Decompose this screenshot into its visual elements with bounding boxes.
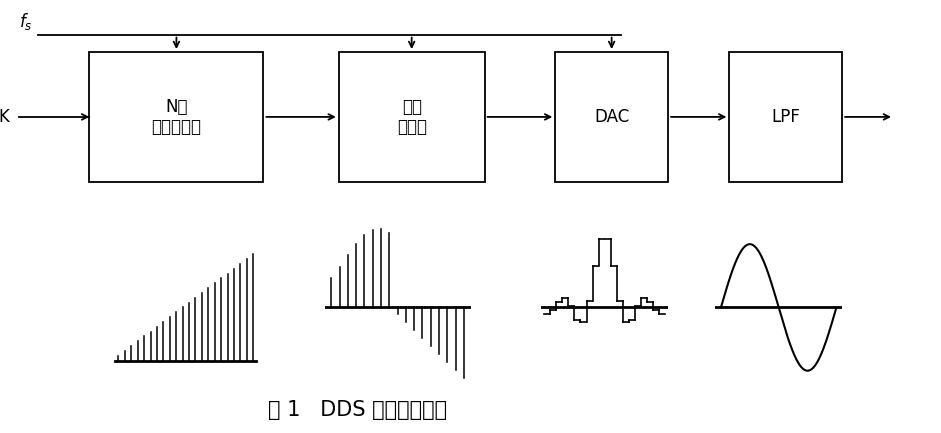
Text: 波形
存储器: 波形 存储器 xyxy=(397,97,426,136)
Text: $f_s$: $f_s$ xyxy=(19,12,33,32)
Bar xyxy=(339,52,485,182)
Bar xyxy=(89,52,263,182)
Text: K: K xyxy=(0,108,9,126)
Text: 图 1   DDS 基本原理框图: 图 1 DDS 基本原理框图 xyxy=(268,400,447,420)
Text: LPF: LPF xyxy=(772,108,800,126)
Bar xyxy=(555,52,668,182)
Bar xyxy=(729,52,842,182)
Text: N位
相位累加器: N位 相位累加器 xyxy=(152,97,201,136)
Text: DAC: DAC xyxy=(594,108,630,126)
